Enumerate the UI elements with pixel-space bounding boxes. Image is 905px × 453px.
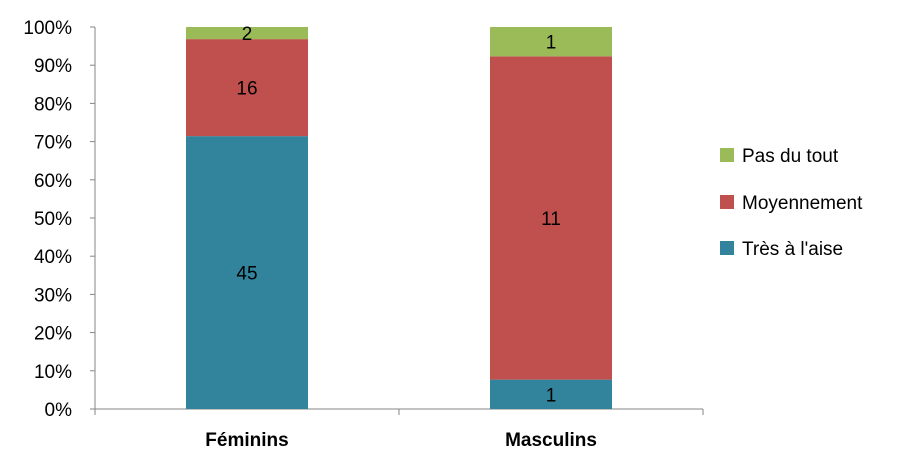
y-tick-label: 50% <box>34 209 72 230</box>
y-tick-label: 80% <box>34 94 72 115</box>
data-label: 16 <box>236 79 257 100</box>
y-tick-label: 60% <box>34 171 72 192</box>
legend: Pas du tout Moyennement Très à l'aise <box>720 146 863 260</box>
data-label: 11 <box>541 209 561 230</box>
bar-segment <box>186 39 308 137</box>
legend-swatch <box>720 195 734 209</box>
bar-segment <box>186 27 308 40</box>
data-label: 2 <box>242 24 253 45</box>
bar-segment <box>490 56 612 380</box>
axes: 0% 10% 20% 30% 40% 50% 60% 70% 80% 90% 100% Féminin… <box>23 18 704 451</box>
legend-label: Très à l'aise <box>742 239 843 260</box>
bar-segment <box>490 379 612 409</box>
legend-label: Pas du tout <box>742 146 839 167</box>
bar-segment <box>490 27 612 57</box>
bar-segment <box>186 136 308 409</box>
y-tick-label: 0% <box>45 400 73 421</box>
x-category-label: Masculins <box>505 430 597 451</box>
data-label: 1 <box>546 385 557 406</box>
legend-swatch <box>720 148 734 162</box>
y-tick-label: 70% <box>34 133 72 154</box>
y-tick-label: 20% <box>34 324 72 345</box>
y-tick-label: 90% <box>34 56 72 77</box>
y-tick-label: 10% <box>34 362 72 383</box>
data-label: 45 <box>236 264 257 285</box>
y-tick-label: 100% <box>23 18 72 39</box>
legend-swatch <box>720 241 734 255</box>
x-category-label: Féminins <box>205 430 288 451</box>
data-label: 1 <box>546 33 557 54</box>
bars <box>186 27 612 409</box>
y-tick-label: 40% <box>34 247 72 268</box>
legend-label: Moyennement <box>742 193 863 214</box>
y-tick-label: 30% <box>34 285 72 306</box>
